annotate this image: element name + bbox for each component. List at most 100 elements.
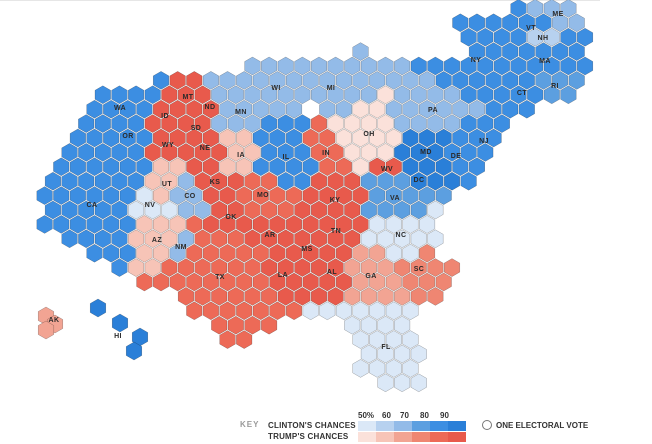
hex-cell-ne xyxy=(186,157,203,177)
hex-cell-ky xyxy=(352,186,369,205)
hex-cell-ny xyxy=(493,56,510,76)
hex-cell-ny xyxy=(460,56,477,76)
hex-cell-in xyxy=(319,128,336,148)
hex-cell-co xyxy=(186,186,203,205)
hex-cell-nj xyxy=(460,114,477,133)
hex-cell-id xyxy=(169,99,186,119)
state-label-ri: RI xyxy=(551,83,559,90)
hex-cell-sd xyxy=(177,114,195,133)
hex-cell-pa xyxy=(443,114,461,133)
hex-cell-tx xyxy=(236,243,253,263)
state-label-ma: MA xyxy=(539,58,551,65)
hex-cell-wv xyxy=(385,157,402,177)
hex-cell-id xyxy=(161,114,178,133)
hex-cell-pa xyxy=(385,99,402,119)
hex-cell-mt xyxy=(169,71,186,90)
hex-cell-wi xyxy=(286,99,303,119)
hex-cell-pa xyxy=(435,99,452,119)
state-label-me: ME xyxy=(552,11,563,18)
hex-cell-md xyxy=(394,143,411,162)
hex-cell-or xyxy=(136,128,153,148)
hex-cell-ga xyxy=(394,287,411,306)
hex-cell-tx xyxy=(269,301,286,321)
hex-cell-tx xyxy=(169,272,186,292)
hex-cell-mn xyxy=(236,99,253,119)
hex-cell-wy xyxy=(169,128,186,148)
state-label-ga: GA xyxy=(365,273,376,280)
hex-cell-in xyxy=(327,143,344,162)
state-label-ut: UT xyxy=(162,181,172,188)
hex-cell-mi xyxy=(294,56,311,76)
hex-cell-fl xyxy=(402,330,419,349)
hex-cell-ma xyxy=(560,56,577,76)
hex-cell-ca xyxy=(36,186,53,205)
hex-cell-tx xyxy=(244,258,261,277)
hex-cell-ct xyxy=(527,85,544,105)
hex-cell-sc xyxy=(427,287,444,306)
hex-cell-tx xyxy=(177,258,195,277)
hex-cell-ak xyxy=(37,320,55,340)
hex-cell-mo xyxy=(244,200,261,220)
hex-cell-pa xyxy=(402,99,419,119)
hex-cell-me xyxy=(560,0,577,18)
hex-cell-ar xyxy=(277,229,294,249)
hex-cell-fl xyxy=(352,301,369,321)
hex-cell-az xyxy=(152,243,170,263)
hex-cell-mi xyxy=(352,71,369,90)
hex-cell-mi xyxy=(360,56,377,76)
hex-cell-nv xyxy=(136,186,153,205)
state-label-la: LA xyxy=(278,272,288,279)
hex-cell-ga xyxy=(352,243,369,263)
hex-cell-mi xyxy=(294,85,311,105)
hex-cell-or xyxy=(111,143,128,162)
hex-cell-ct xyxy=(502,99,519,119)
hex-cell-pa xyxy=(394,114,411,133)
hex-cell-ma xyxy=(527,56,544,76)
hex-cell-wi xyxy=(277,85,294,105)
hex-cell-ri xyxy=(568,71,585,90)
hex-cell-ia xyxy=(219,157,236,177)
hex-cell-tx xyxy=(236,301,253,321)
hex-cell-tx xyxy=(211,258,228,277)
hex-cell-wa xyxy=(103,99,120,119)
hex-cell-mi xyxy=(344,56,361,76)
state-label-ks: KS xyxy=(210,179,221,186)
hex-cell-oh xyxy=(344,143,361,162)
hex-cell-ny xyxy=(510,0,527,18)
hex-cell-mo xyxy=(286,186,303,205)
hex-cell-ny xyxy=(460,27,477,47)
hex-cell-pa xyxy=(427,85,444,105)
hex-cell-ga xyxy=(344,258,361,277)
hex-cell-ny xyxy=(435,71,452,90)
hex-cell-ca xyxy=(69,186,86,205)
hex-cell-ca xyxy=(86,128,103,148)
hex-cell-ca xyxy=(78,200,95,220)
hex-cell-sc xyxy=(435,272,452,292)
hex-cell-md xyxy=(427,143,444,162)
hex-cell-pa xyxy=(443,85,461,105)
state-label-nm: NM xyxy=(175,244,187,251)
hex-cell-ri xyxy=(552,71,569,90)
hex-cell-fl xyxy=(335,301,352,321)
hex-cell-nj xyxy=(468,128,485,148)
hex-cell-in xyxy=(302,128,319,148)
state-label-de: DE xyxy=(451,153,462,160)
hex-cell-nd xyxy=(202,99,219,119)
hex-cell-ga xyxy=(377,258,394,277)
hex-cell-fl xyxy=(369,330,386,349)
hex-cell-tx xyxy=(227,229,244,249)
hex-cell-mo xyxy=(277,200,294,220)
hex-cell-tn xyxy=(344,229,361,249)
hex-cell-al xyxy=(319,243,336,263)
hex-cell-oh xyxy=(352,128,369,148)
state-label-sd: SD xyxy=(191,125,202,132)
hex-cell-mi xyxy=(310,56,328,76)
hex-cell-ne xyxy=(194,143,211,162)
hex-cell-in xyxy=(319,157,336,177)
hex-cell-il xyxy=(252,157,269,177)
hex-cell-wa xyxy=(111,85,128,105)
hex-cell-fl xyxy=(402,359,419,378)
hex-cell-sd xyxy=(194,114,211,133)
hex-cell-ky xyxy=(327,200,344,220)
hex-cell-tx xyxy=(219,301,236,321)
